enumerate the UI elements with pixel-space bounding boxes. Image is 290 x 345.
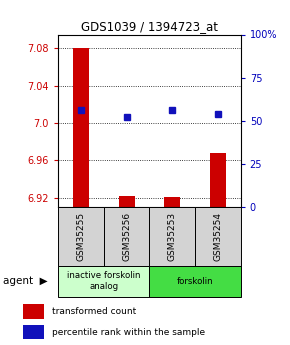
Bar <box>58 207 104 266</box>
Bar <box>73 49 89 207</box>
Text: forskolin: forskolin <box>177 277 213 286</box>
Bar <box>23 304 44 319</box>
Bar <box>149 207 195 266</box>
Bar <box>149 266 241 297</box>
Text: inactive forskolin
analog: inactive forskolin analog <box>67 272 140 291</box>
Bar <box>195 207 241 266</box>
Text: GSM35256: GSM35256 <box>122 212 131 261</box>
Bar <box>58 266 149 297</box>
Title: GDS1039 / 1394723_at: GDS1039 / 1394723_at <box>81 20 218 33</box>
Text: GSM35254: GSM35254 <box>213 212 222 261</box>
Bar <box>23 325 44 339</box>
Bar <box>164 197 180 207</box>
Text: GSM35253: GSM35253 <box>168 212 177 261</box>
Text: agent  ▶: agent ▶ <box>3 276 48 286</box>
Bar <box>210 153 226 207</box>
Bar <box>119 196 135 207</box>
Text: transformed count: transformed count <box>52 307 136 316</box>
Text: percentile rank within the sample: percentile rank within the sample <box>52 328 205 337</box>
Text: GSM35255: GSM35255 <box>76 212 85 261</box>
Bar <box>104 207 149 266</box>
